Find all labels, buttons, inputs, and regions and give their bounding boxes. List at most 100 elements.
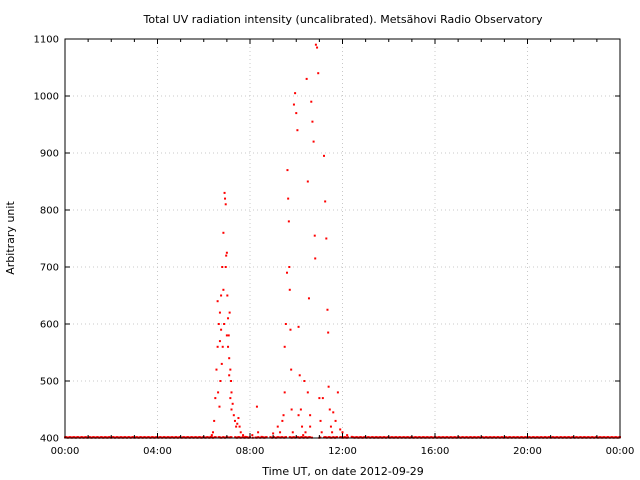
data-point	[291, 409, 293, 411]
y-tick-label: 600	[40, 320, 59, 331]
data-point	[309, 414, 311, 416]
data-point	[222, 232, 224, 234]
data-point	[298, 326, 300, 328]
data-point	[303, 380, 305, 382]
data-point	[228, 334, 230, 336]
data-point	[226, 334, 228, 336]
data-point	[251, 434, 253, 436]
data-point	[289, 329, 291, 331]
data-point	[256, 406, 258, 408]
data-point	[324, 200, 326, 202]
data-point	[298, 414, 300, 416]
data-point	[212, 431, 214, 433]
data-point	[322, 397, 324, 399]
data-point	[226, 252, 228, 254]
data-point	[277, 426, 279, 428]
data-point	[326, 309, 328, 311]
data-point	[236, 423, 238, 425]
uv-intensity-chart: Total UV radiation intensity (uncalibrat…	[0, 0, 640, 480]
y-tick-label: 400	[40, 434, 59, 445]
data-point	[284, 346, 286, 348]
data-point	[329, 409, 331, 411]
data-point	[309, 426, 311, 428]
data-point	[290, 369, 292, 371]
y-tick-label: 500	[40, 377, 59, 388]
data-point	[330, 426, 332, 428]
x-tick-label: 00:00	[51, 446, 80, 457]
x-tick-label: 12:00	[328, 446, 357, 457]
x-tick-label: 20:00	[513, 446, 542, 457]
data-point	[292, 431, 294, 433]
data-point	[306, 78, 308, 80]
data-point	[213, 420, 215, 422]
data-point	[294, 92, 296, 94]
data-point	[307, 391, 309, 393]
data-point	[286, 272, 288, 274]
x-tick-label: 04:00	[143, 446, 172, 457]
data-point	[237, 417, 239, 419]
data-point	[318, 397, 320, 399]
data-point	[337, 391, 339, 393]
data-point	[211, 434, 213, 436]
data-point	[331, 431, 333, 433]
data-point	[227, 346, 229, 348]
plot-frame	[65, 39, 620, 438]
data-point	[218, 323, 220, 325]
data-point	[272, 432, 274, 434]
data-point	[301, 426, 303, 428]
data-point	[233, 414, 235, 416]
data-point	[224, 192, 226, 194]
data-point	[300, 409, 302, 411]
data-point	[224, 198, 226, 200]
data-point	[215, 369, 217, 371]
data-point	[218, 406, 220, 408]
data-point	[219, 340, 221, 342]
data-point	[288, 266, 290, 268]
data-point	[227, 317, 229, 319]
data-point	[284, 391, 286, 393]
data-point	[221, 363, 223, 365]
data-point	[281, 420, 283, 422]
data-point	[313, 141, 315, 143]
data-point	[279, 431, 281, 433]
data-point	[225, 255, 227, 257]
data-point	[228, 374, 230, 376]
data-point	[323, 155, 325, 157]
data-point	[314, 257, 316, 259]
data-point	[314, 235, 316, 237]
data-point	[316, 47, 318, 49]
data-point	[226, 295, 228, 297]
data-point	[299, 374, 301, 376]
data-point	[310, 101, 312, 103]
data-point	[219, 380, 221, 382]
data-point	[225, 266, 227, 268]
data-point	[222, 289, 224, 291]
data-point	[287, 198, 289, 200]
data-point	[307, 181, 309, 183]
data-point	[289, 289, 291, 291]
data-point	[321, 431, 323, 433]
data-point	[214, 397, 216, 399]
data-point	[335, 420, 337, 422]
data-point	[230, 380, 232, 382]
data-point	[305, 431, 307, 433]
data-point	[288, 220, 290, 222]
data-point	[311, 121, 313, 123]
data-point	[220, 295, 222, 297]
data-point	[231, 409, 233, 411]
data-point	[234, 420, 236, 422]
data-point	[229, 397, 231, 399]
data-point	[221, 266, 223, 268]
data-point	[332, 411, 334, 413]
y-tick-label: 800	[40, 206, 59, 217]
data-point	[242, 434, 244, 436]
x-tick-label: 00:00	[606, 446, 635, 457]
x-tick-label: 16:00	[421, 446, 450, 457]
data-point	[220, 329, 222, 331]
data-point	[296, 129, 298, 131]
data-point	[317, 72, 319, 74]
data-point	[235, 426, 237, 428]
data-point	[222, 346, 224, 348]
data-point	[346, 434, 348, 436]
data-point	[217, 346, 219, 348]
